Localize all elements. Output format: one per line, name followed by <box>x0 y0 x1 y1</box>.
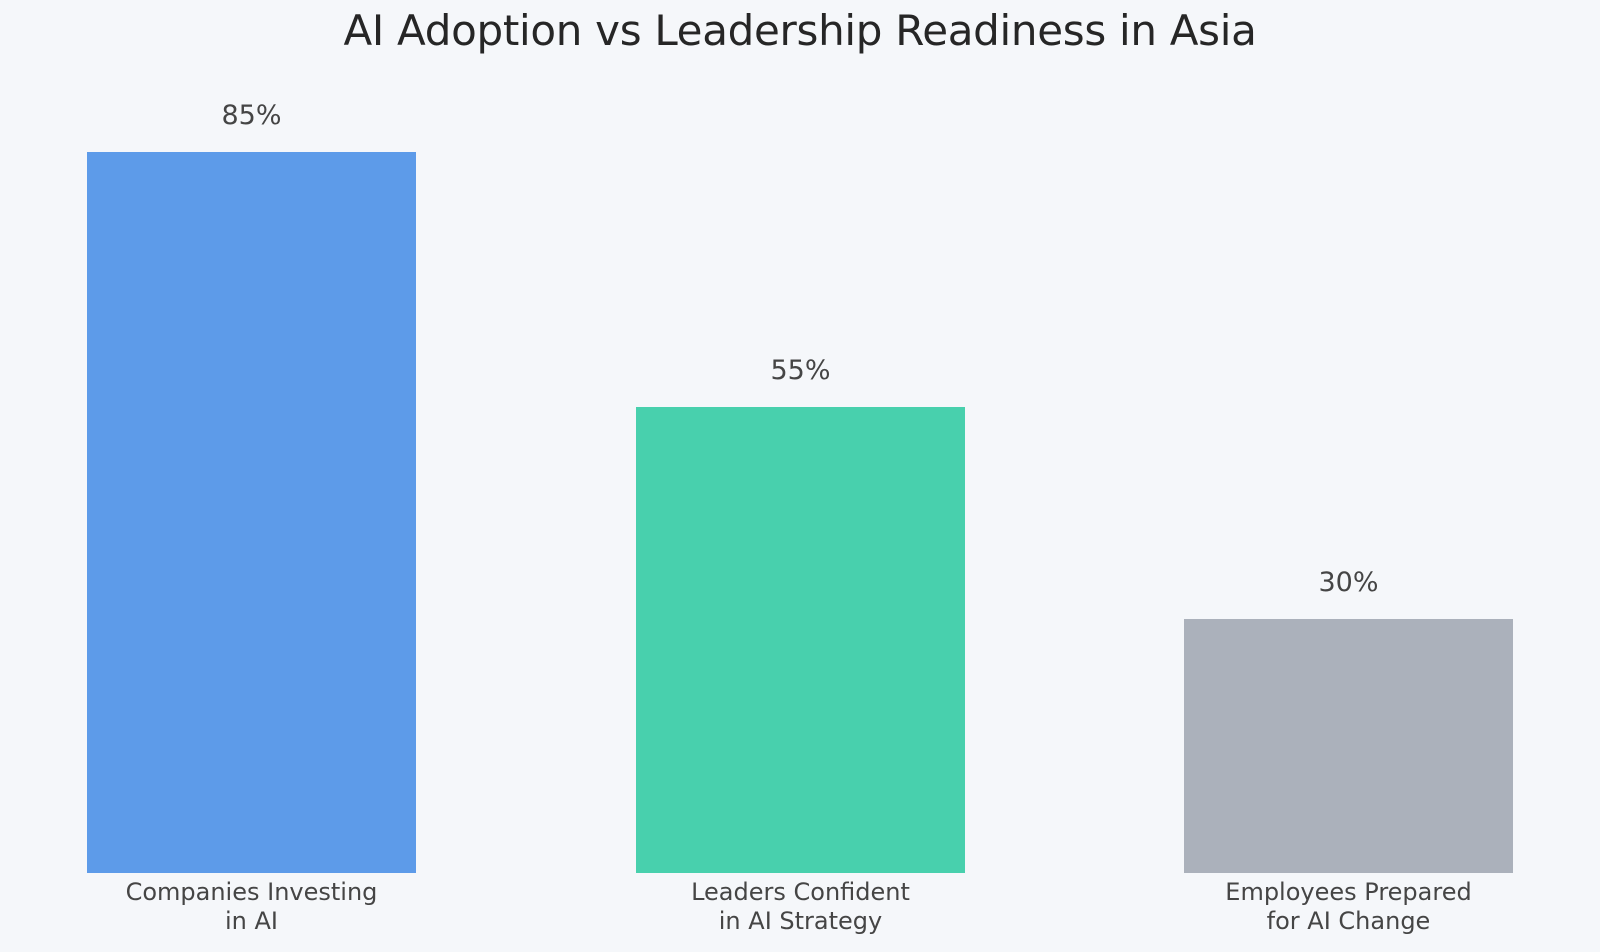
category-label-companies-investing: Companies Investing in AI <box>27 878 476 936</box>
value-label-companies-investing: 85% <box>221 100 282 132</box>
category-label-leaders-confident: Leaders Confident in AI Strategy <box>576 878 1025 936</box>
value-label-employees-prepared: 30% <box>1318 566 1379 598</box>
bar-companies-investing <box>87 152 416 873</box>
value-label-leaders-confident: 55% <box>770 354 831 386</box>
chart-title: AI Adoption vs Leadership Readiness in A… <box>343 6 1257 55</box>
category-label-line: Companies Investing <box>125 878 378 906</box>
bar-employees-prepared <box>1184 618 1513 873</box>
bar-leaders-confident <box>636 406 965 873</box>
category-label-line: for AI Change <box>1266 907 1431 935</box>
category-label-line: in AI <box>224 907 278 935</box>
category-label-line: Employees Prepared <box>1225 878 1472 906</box>
category-label-employees-prepared: Employees Prepared for AI Change <box>1124 878 1573 936</box>
category-label-line: Leaders Confident <box>691 878 910 906</box>
category-label-line: in AI Strategy <box>718 907 883 935</box>
